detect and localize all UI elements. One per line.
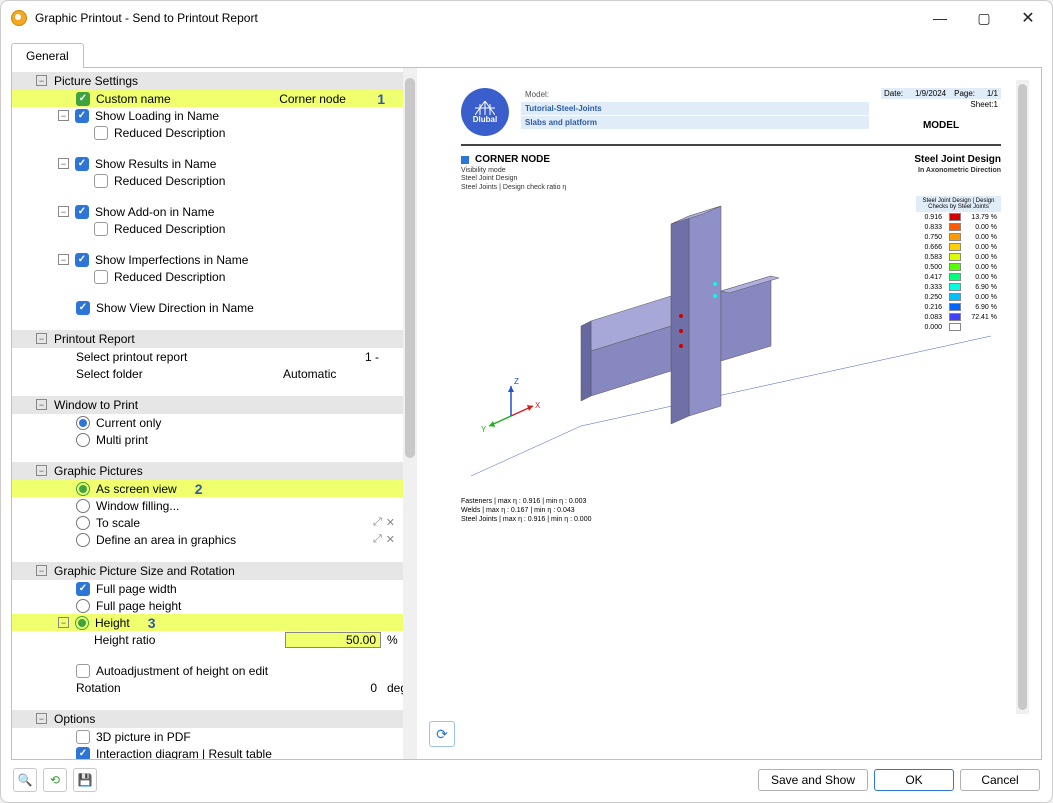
section-marker-icon	[461, 156, 469, 164]
checkbox-show-addon[interactable]	[75, 205, 89, 219]
radio-full-height[interactable]	[76, 599, 90, 613]
radio-current-only[interactable]	[76, 416, 90, 430]
reset-button[interactable]: ⟲	[43, 768, 67, 792]
section-graphic-pictures[interactable]: − Graphic Pictures	[12, 462, 417, 480]
label-custom-name: Custom name	[96, 92, 171, 106]
checkbox-autoadjust[interactable]	[76, 664, 90, 678]
radio-as-screen[interactable]	[76, 482, 90, 496]
collapse-icon[interactable]: −	[36, 465, 47, 476]
area-icon[interactable]: ⤢	[373, 533, 382, 546]
collapse-icon[interactable]: −	[36, 399, 47, 410]
checkbox-custom-name[interactable]	[76, 92, 90, 106]
tab-general[interactable]: General	[11, 43, 84, 68]
checkbox-reduced-desc[interactable]	[94, 222, 108, 236]
radio-define-area[interactable]	[76, 533, 90, 547]
checkbox-show-loading[interactable]	[75, 109, 89, 123]
checkbox-show-imperfections[interactable]	[75, 253, 89, 267]
clear-icon[interactable]: ✕	[386, 533, 395, 546]
checkbox-3d-pdf[interactable]	[76, 730, 90, 744]
radio-multi-print[interactable]	[76, 433, 90, 447]
clear-icon[interactable]: ✕	[386, 516, 395, 529]
annotation-3: 3	[148, 615, 156, 631]
save-and-show-button[interactable]: Save and Show	[758, 769, 868, 791]
section-printout-report[interactable]: − Printout Report	[12, 330, 417, 348]
checkbox-show-results[interactable]	[75, 157, 89, 171]
value-select-folder[interactable]: Automatic	[283, 367, 383, 381]
app-icon	[11, 10, 27, 26]
section-size-rotation[interactable]: − Graphic Picture Size and Rotation	[12, 562, 417, 580]
minimize-button[interactable]: —	[918, 3, 962, 33]
titlebar: Graphic Printout - Send to Printout Repo…	[1, 1, 1052, 35]
radio-to-scale[interactable]	[76, 516, 90, 530]
label-show-loading: Show Loading in Name	[95, 109, 219, 123]
checkbox-reduced-desc[interactable]	[94, 174, 108, 188]
checkbox-show-view-dir[interactable]	[76, 301, 90, 315]
section-options[interactable]: − Options	[12, 710, 417, 728]
maximize-button[interactable]: ▢	[962, 3, 1006, 33]
preview-panel: Dlubal Model: Tutorial-Steel-Joints Slab…	[417, 68, 1041, 759]
checkbox-reduced-desc[interactable]	[94, 126, 108, 140]
collapse-icon[interactable]: −	[58, 617, 69, 628]
collapse-icon[interactable]: −	[58, 158, 69, 169]
scale-icon[interactable]: ⤢	[373, 516, 382, 529]
checkbox-interaction[interactable]	[76, 747, 90, 760]
collapse-icon[interactable]: −	[58, 206, 69, 217]
cancel-button[interactable]: Cancel	[960, 769, 1040, 791]
section-picture-settings[interactable]: − Picture Settings	[12, 72, 417, 90]
collapse-icon[interactable]: −	[36, 75, 47, 86]
section-window-to-print[interactable]: − Window to Print	[12, 396, 417, 414]
settings-tree: − Picture Settings Custom name Corner no…	[12, 68, 417, 759]
refresh-button[interactable]: ⟳	[429, 721, 455, 747]
collapse-icon[interactable]: −	[36, 713, 47, 724]
close-button[interactable]: ✕	[1006, 3, 1050, 33]
axis-x: X	[535, 401, 541, 410]
color-legend: Steel Joint Design | Design Checks by St…	[916, 196, 1001, 332]
save-defaults-button[interactable]: 💾	[73, 768, 97, 792]
ok-button[interactable]: OK	[874, 769, 954, 791]
input-height-ratio[interactable]: 50.00	[285, 632, 381, 648]
radio-window-filling[interactable]	[76, 499, 90, 513]
collapse-icon[interactable]: −	[36, 333, 47, 344]
graphic-title: CORNER NODE	[475, 154, 550, 165]
model-3d-view: Z X Y Steel Joint Design | Design Checks…	[461, 196, 1001, 496]
collapse-icon[interactable]: −	[58, 110, 69, 121]
preview-scrollbar[interactable]	[1016, 80, 1029, 714]
value-select-report[interactable]: 1 -	[283, 350, 383, 364]
collapse-icon[interactable]: −	[36, 565, 47, 576]
checkbox-reduced-desc[interactable]	[94, 270, 108, 284]
axis-y: Y	[481, 425, 487, 434]
logo-icon: Dlubal	[461, 88, 509, 136]
annotation-2: 2	[195, 481, 203, 497]
value-custom-name: Corner node	[279, 92, 359, 106]
help-button[interactable]: 🔍	[13, 768, 37, 792]
annotation-1: 1	[377, 91, 385, 107]
collapse-icon[interactable]: −	[58, 254, 69, 265]
window-title: Graphic Printout - Send to Printout Repo…	[35, 11, 258, 25]
checkbox-full-width[interactable]	[76, 582, 90, 596]
radio-height[interactable]	[75, 616, 89, 630]
axis-z: Z	[514, 377, 519, 386]
value-rotation[interactable]: 0	[281, 681, 381, 695]
